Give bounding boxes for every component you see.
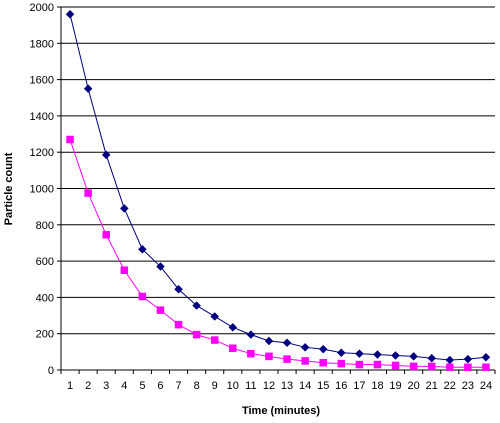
x-tick-label: 1 [67,380,73,392]
x-tick-label: 23 [462,380,474,392]
y-tick-label: 800 [36,220,54,232]
x-tick-label: 19 [389,380,401,392]
data-point-square [192,330,201,339]
data-point-square [391,361,400,370]
series-line [69,139,486,368]
y-tick-label: 1000 [30,184,54,196]
data-point-diamond [101,150,111,160]
y-tick-label: 1200 [30,147,54,159]
x-tick-label: 2 [85,380,91,392]
data-point-diamond [119,204,129,213]
y-tick-label: 0 [48,365,54,377]
axes [57,6,496,374]
data-point-square [174,320,183,329]
data-point-square [319,358,327,367]
data-point-square [229,344,237,352]
x-tick-label: 16 [335,380,347,392]
y-tick-label: 1800 [30,38,54,50]
x-tick-label: 8 [194,380,200,392]
x-tick-label: 7 [175,380,181,392]
y-tick-label: 2000 [30,2,54,14]
data-point-diamond [336,348,346,358]
x-tick-label: 11 [245,380,256,392]
data-point-diamond [300,342,310,352]
data-point-square [138,292,147,301]
x-tick-label: 5 [139,380,145,392]
data-point-diamond [463,354,473,364]
x-tick-label: 21 [426,380,438,392]
series-1 [65,9,491,365]
data-point-square [66,135,74,144]
data-point-square [337,359,346,368]
data-point-diamond [282,338,292,348]
data-point-square [120,266,129,274]
grid-lines [61,6,495,335]
data-point-square [446,363,454,372]
data-point-square [409,362,418,371]
x-tick-label: 24 [480,380,492,392]
data-point-diamond [427,353,437,363]
x-tick-label: 9 [212,380,218,392]
x-tick-label: 12 [263,380,275,392]
x-axis-title: Time (minutes) [242,405,320,417]
data-point-square [283,355,291,363]
data-point-diamond [409,352,418,361]
series-2 [66,135,490,372]
data-point-diamond [156,262,165,271]
x-tick-label: 17 [353,380,365,392]
y-axis-title: Particle count [3,152,15,225]
data-point-square [265,352,273,361]
data-point-diamond [355,349,364,359]
x-tick-label: 6 [157,380,163,392]
data-point-diamond [445,355,455,365]
data-point-square [84,189,92,197]
x-tick-label: 13 [281,380,293,392]
y-tick-label: 1400 [30,111,54,123]
y-tick-label: 200 [36,329,54,341]
data-point-diamond [138,244,147,254]
data-point-square [301,357,309,365]
data-point-diamond [83,84,93,94]
data-point-square [373,360,382,369]
data-point-diamond [192,301,201,310]
x-tick-label: 22 [444,380,456,392]
data-point-diamond [391,351,400,360]
data-series [65,9,491,372]
data-point-diamond [65,9,75,19]
data-point-diamond [228,322,238,332]
data-point-square [156,306,165,314]
data-point-square [464,363,472,372]
x-tick-label: 4 [121,380,127,392]
data-point-square [210,336,219,344]
data-point-diamond [174,284,183,294]
y-tick-label: 600 [36,256,54,268]
data-point-diamond [481,352,491,362]
data-point-square [482,363,490,372]
y-tick-label: 400 [36,292,54,304]
x-tick-label: 10 [227,380,239,392]
data-point-square [102,231,110,239]
data-point-square [427,362,436,371]
series-line [69,14,487,361]
data-point-square [247,349,255,358]
y-tick-label: 1600 [30,75,54,87]
x-tick-label: 15 [317,380,329,392]
x-tick-label: 18 [371,380,383,392]
x-tick-label: 3 [103,380,109,392]
data-point-diamond [246,330,256,339]
data-point-diamond [373,350,382,359]
x-tick-label: 20 [408,380,420,392]
data-point-diamond [210,312,220,321]
x-tick-label: 14 [299,380,311,392]
data-point-diamond [318,344,328,354]
data-point-diamond [264,336,274,346]
data-point-square [355,360,364,369]
